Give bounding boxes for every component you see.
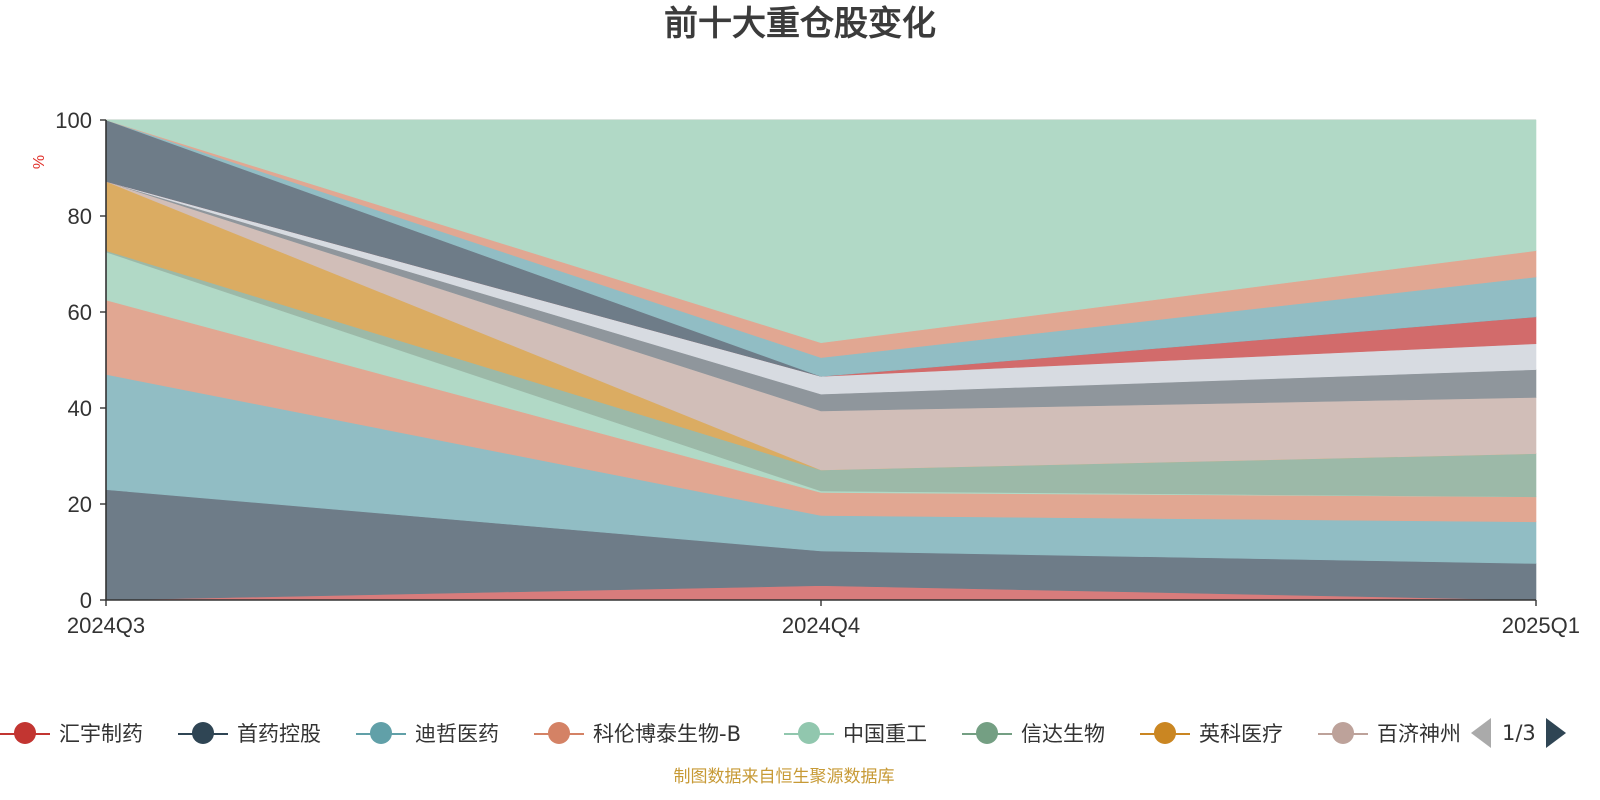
legend-label: 迪哲医药 <box>415 722 499 746</box>
data-source-note: 制图数据来自恒生聚源数据库 <box>673 767 895 787</box>
legend-marker-icon <box>1318 716 1368 750</box>
x-tick-label: 2025Q1 <box>1502 613 1580 638</box>
legend-marker-icon <box>962 716 1012 750</box>
x-tick-label: 2024Q3 <box>67 613 145 638</box>
legend-marker-icon <box>1140 716 1190 750</box>
legend-label: 百济神州 <box>1377 722 1461 746</box>
stacked-area-chart: 0 20 40 60 80 100 2024Q3 2024Q4 2025Q1 % <box>31 108 1580 638</box>
axes <box>100 119 1537 606</box>
y-tick-label: 100 <box>55 108 92 133</box>
legend-item[interactable]: 首药控股 <box>178 716 321 750</box>
legend-marker-icon <box>178 716 228 750</box>
y-tick-label: 60 <box>68 300 92 325</box>
legend-pager: 1/3 <box>1471 716 1566 750</box>
legend-label: 汇宇制药 <box>59 722 143 746</box>
legend-next-page-icon[interactable] <box>1545 718 1566 748</box>
legend-page-indicator: 1/3 <box>1502 721 1536 745</box>
y-tick-label: 20 <box>68 492 92 517</box>
legend-prev-page-icon[interactable] <box>1471 718 1491 748</box>
legend-label: 中国重工 <box>843 722 927 746</box>
tick-labels: 0 20 40 60 80 100 2024Q3 2024Q4 2025Q1 <box>55 108 1580 638</box>
legend-item[interactable]: 科伦博泰生物-B <box>534 716 741 750</box>
series-area-15 <box>105 119 1537 344</box>
x-tick-label: 2024Q4 <box>782 613 860 638</box>
legend-marker-icon <box>534 716 584 750</box>
y-tick-label: 0 <box>80 588 92 613</box>
y-axis-unit-label: % <box>31 155 48 169</box>
legend-marker-icon <box>0 716 50 750</box>
series-areas <box>105 119 1537 601</box>
legend-label: 科伦博泰生物-B <box>593 722 741 746</box>
legend-item[interactable]: 信达生物 <box>962 716 1105 750</box>
legend-item[interactable]: 英科医疗 <box>1140 716 1283 750</box>
legend-item[interactable]: 百济神州 <box>1318 716 1461 750</box>
legend-label: 英科医疗 <box>1199 722 1283 746</box>
legend-item[interactable]: 汇宇制药 <box>0 716 143 750</box>
legend-marker-icon <box>356 716 406 750</box>
legend-item[interactable]: 中国重工 <box>784 716 927 750</box>
chart-title: 前十大重仓股变化 <box>664 4 936 44</box>
legend-marker-icon <box>784 716 834 750</box>
legend-label: 首药控股 <box>237 722 321 746</box>
legend-item[interactable]: 迪哲医药 <box>356 716 499 750</box>
legend-label: 信达生物 <box>1021 722 1105 746</box>
y-tick-label: 80 <box>68 204 92 229</box>
y-tick-label: 40 <box>68 396 92 421</box>
